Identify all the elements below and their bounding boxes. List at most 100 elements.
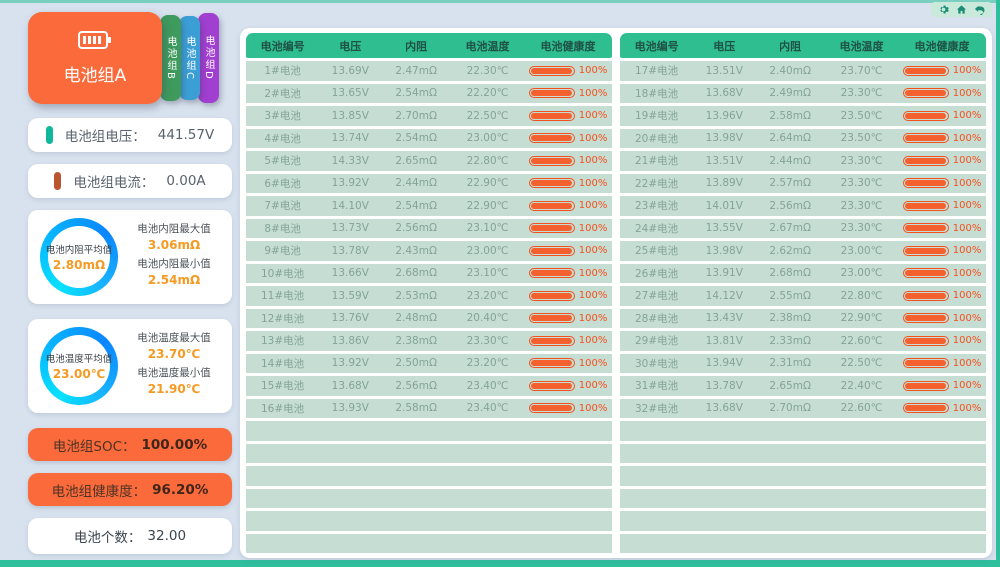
cell-id: 11#电池	[261, 290, 305, 303]
cell-v: 13.76V	[331, 312, 369, 325]
table-row: 16#电池 13.93V 2.58mΩ 23.40℃ 100%	[246, 398, 612, 418]
group-voltage-label: 电池组电压：	[64, 129, 146, 145]
tab-battery-group-b[interactable]: 电池组B	[160, 15, 181, 101]
undo-icon[interactable]	[974, 4, 985, 15]
health-cell: 100%	[524, 155, 612, 166]
table-row: 4#电池 13.74V 2.54mΩ 23.00℃ 100%	[246, 128, 612, 148]
cell-id: 14#电池	[261, 357, 305, 370]
group-voltage-value: 441.57V	[157, 127, 215, 143]
col-temperature: 电池温度	[465, 39, 510, 53]
health-bar	[528, 358, 575, 369]
col-voltage: 电压	[339, 39, 362, 53]
cell-t: 22.60℃	[840, 334, 883, 347]
cell-v: 13.91V	[705, 267, 743, 280]
table-row: 7#电池 14.10V 2.54mΩ 22.90℃ 100%	[246, 196, 612, 216]
health-cell: 100%	[524, 245, 612, 256]
table-row: 28#电池 13.43V 2.38mΩ 22.90℃ 100%	[620, 308, 986, 328]
cell-v: 14.12V	[705, 289, 743, 302]
cell-r: 2.54mΩ	[395, 199, 437, 212]
health-bar	[528, 290, 575, 301]
group-soc-card: 电池组SOC： 100.00%	[28, 428, 232, 461]
table-row: 2#电池 13.65V 2.54mΩ 22.20℃ 100%	[246, 83, 612, 103]
cell-t: 23.10℃	[466, 267, 509, 280]
mini-toolbar	[931, 2, 992, 17]
health-percent: 100%	[952, 267, 982, 279]
health-cell: 100%	[524, 290, 612, 301]
group-current-label: 电池组电流：	[73, 175, 155, 191]
tab-battery-group-a[interactable]: 电池组A	[28, 12, 162, 104]
group-health-label: 电池组健康度：	[51, 483, 147, 500]
cell-v: 13.96V	[705, 109, 743, 122]
temperature-min-label: 电池温度最小值	[137, 367, 211, 379]
cell-id: 8#电池	[264, 222, 301, 235]
col-health: 电池健康度	[914, 39, 970, 53]
cell-id: 26#电池	[635, 267, 679, 280]
cell-id: 28#电池	[635, 312, 679, 325]
cell-r: 2.62mΩ	[769, 244, 811, 257]
table-row	[620, 533, 986, 553]
cell-t: 23.30℃	[840, 177, 883, 190]
col-battery-id: 电池编号	[260, 39, 305, 53]
cell-t: 22.90℃	[466, 177, 509, 190]
cell-v: 14.10V	[331, 199, 369, 212]
cell-v: 13.51V	[705, 64, 743, 77]
health-cell: 100%	[524, 223, 612, 234]
health-percent: 100%	[578, 110, 608, 122]
health-cell: 100%	[898, 245, 986, 256]
cell-id: 23#电池	[635, 200, 679, 213]
gear-icon[interactable]	[938, 4, 949, 15]
health-bar	[528, 380, 575, 391]
cell-t: 22.50℃	[466, 109, 509, 122]
health-bar	[528, 403, 575, 414]
top-edge-strip	[0, 0, 1000, 3]
tab-battery-group-d[interactable]: 电池组D	[198, 13, 219, 103]
health-bar	[902, 88, 949, 99]
cell-r: 2.43mΩ	[395, 244, 437, 257]
home-icon[interactable]	[956, 4, 967, 15]
cell-r: 2.40mΩ	[769, 64, 811, 77]
health-percent: 100%	[578, 222, 608, 234]
cell-v: 13.85V	[331, 109, 369, 122]
cell-id: 9#电池	[264, 245, 301, 258]
table-row: 15#电池 13.68V 2.56mΩ 23.40℃ 100%	[246, 376, 612, 396]
voltage-indicator-icon	[45, 126, 53, 144]
cell-v: 13.43V	[705, 312, 743, 325]
health-cell: 100%	[524, 268, 612, 279]
health-percent: 100%	[952, 290, 982, 302]
cell-r: 2.55mΩ	[769, 289, 811, 302]
temperature-min-value: 21.90℃	[147, 382, 201, 397]
table-row: 24#电池 13.55V 2.67mΩ 23.30℃ 100%	[620, 218, 986, 238]
cell-r: 2.70mΩ	[769, 402, 811, 415]
health-cell: 100%	[898, 110, 986, 121]
cell-t: 20.40℃	[466, 312, 509, 325]
temperature-gauge-card: 电池温度平均值 23.00℃ 电池温度最大值 23.70℃ 电池温度最小值 21…	[28, 319, 232, 413]
health-cell: 100%	[898, 200, 986, 211]
table-row: 31#电池 13.78V 2.65mΩ 22.40℃ 100%	[620, 376, 986, 396]
cell-v: 13.59V	[331, 289, 369, 302]
table-row	[246, 443, 612, 463]
cell-id: 27#电池	[635, 290, 679, 303]
health-percent: 100%	[952, 335, 982, 347]
table-row: 6#电池 13.92V 2.44mΩ 22.90℃ 100%	[246, 173, 612, 193]
cell-t: 23.40℃	[466, 379, 509, 392]
table-row: 23#电池 14.01V 2.56mΩ 23.30℃ 100%	[620, 196, 986, 216]
cell-id: 21#电池	[635, 155, 679, 168]
health-bar	[528, 268, 575, 279]
health-percent: 100%	[952, 402, 982, 414]
table-row: 9#电池 13.78V 2.43mΩ 23.00℃ 100%	[246, 241, 612, 261]
table-header: 电池编号 电压 内阻 电池温度 电池健康度	[620, 33, 986, 58]
health-percent: 100%	[578, 245, 608, 257]
health-cell: 100%	[524, 358, 612, 369]
health-bar	[528, 88, 575, 99]
health-percent: 100%	[578, 87, 608, 99]
health-bar	[902, 290, 949, 301]
cell-r: 2.58mΩ	[769, 109, 811, 122]
tab-battery-group-c[interactable]: 电池组C	[179, 16, 200, 100]
cell-t: 23.50℃	[840, 109, 883, 122]
table-row: 20#电池 13.98V 2.64mΩ 23.50℃ 100%	[620, 128, 986, 148]
health-percent: 100%	[578, 380, 608, 392]
table-row: 14#电池 13.92V 2.50mΩ 23.20℃ 100%	[246, 353, 612, 373]
cell-v: 13.73V	[331, 222, 369, 235]
table-row: 8#电池 13.73V 2.56mΩ 23.10℃ 100%	[246, 218, 612, 238]
cell-t: 23.10℃	[466, 222, 509, 235]
